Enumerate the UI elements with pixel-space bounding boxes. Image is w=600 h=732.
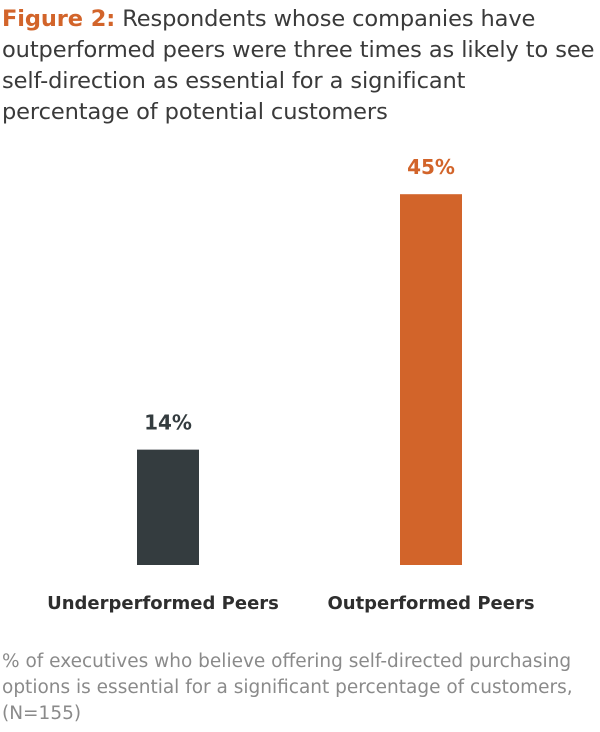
figure-title: Figure 2: Respondents whose companies ha… (2, 4, 598, 128)
bar-outperformed-peers (400, 194, 462, 565)
value-label-underperformed-peers: 14% (144, 411, 192, 435)
value-label-outperformed-peers: 45% (407, 155, 455, 179)
category-label-outperformed-peers: Outperformed Peers (327, 593, 534, 614)
category-label-underperformed-peers: Underperformed Peers (47, 593, 279, 614)
figure-title-text: Respondents whose companies have outperf… (2, 6, 595, 125)
bar-underperformed-peers (137, 449, 199, 565)
chart-caption: % of executives who believe offering sel… (2, 651, 573, 724)
bar-chart: 14% Underperformed Peers 45% Outperformed P… (47, 155, 534, 614)
figure-label: Figure 2: (2, 6, 116, 32)
